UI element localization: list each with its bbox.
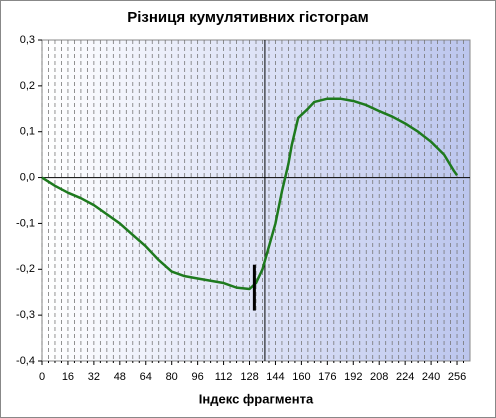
chart-title: Різниця кумулятивних гістограм xyxy=(127,9,369,26)
x-tick-label: 112 xyxy=(215,371,233,383)
x-tick-label: 208 xyxy=(370,371,388,383)
y-tick-label: -0,2 xyxy=(16,263,35,275)
x-axis-label: Індекс фрагмента xyxy=(199,391,314,406)
x-tick-label: 64 xyxy=(140,371,152,383)
x-tick-label: 240 xyxy=(422,371,440,383)
x-tick-label: 256 xyxy=(448,371,466,383)
x-tick-label: 0 xyxy=(39,371,45,383)
x-tick-label: 96 xyxy=(192,371,204,383)
x-tick-label: 160 xyxy=(292,371,310,383)
y-tick-label: 0,0 xyxy=(20,171,35,183)
x-tick-label: 80 xyxy=(166,371,178,383)
x-tick-label: 192 xyxy=(344,371,362,383)
x-tick-label: 16 xyxy=(62,371,74,383)
x-tick-label: 32 xyxy=(88,371,100,383)
y-tick-label: -0,3 xyxy=(16,309,35,321)
x-tick-label: 224 xyxy=(396,371,414,383)
y-tick-label: 0,2 xyxy=(20,80,35,92)
y-tick-label: 0,1 xyxy=(20,126,35,138)
x-tick-label: 144 xyxy=(266,371,284,383)
y-tick-label: -0,1 xyxy=(16,217,35,229)
line-series xyxy=(41,97,459,291)
plot-area xyxy=(41,39,471,362)
x-tick-label: 48 xyxy=(114,371,126,383)
x-tick-label: 128 xyxy=(240,371,258,383)
y-tick-label: 0,3 xyxy=(20,34,35,46)
y-tick-label: -0,4 xyxy=(16,355,35,367)
x-tick-label: 176 xyxy=(318,371,336,383)
